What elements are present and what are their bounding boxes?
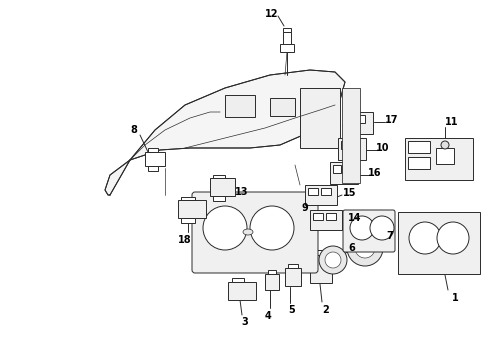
Bar — [232, 278, 244, 282]
Bar — [148, 148, 158, 152]
FancyBboxPatch shape — [192, 192, 318, 273]
Bar — [321, 188, 331, 195]
FancyBboxPatch shape — [343, 210, 395, 252]
Text: 12: 12 — [265, 9, 279, 19]
Polygon shape — [105, 70, 345, 195]
Text: 2: 2 — [322, 305, 329, 315]
Circle shape — [441, 141, 449, 149]
Bar — [283, 28, 291, 32]
Bar — [408, 141, 430, 153]
Bar — [405, 138, 473, 180]
Text: 5: 5 — [289, 305, 295, 315]
Bar — [313, 213, 323, 220]
Bar — [285, 268, 301, 286]
Text: 13: 13 — [235, 187, 249, 197]
Circle shape — [355, 238, 375, 258]
Bar — [330, 162, 358, 184]
Bar — [213, 196, 225, 201]
Bar — [342, 88, 360, 183]
Circle shape — [437, 222, 469, 254]
Bar — [228, 282, 256, 300]
Text: 15: 15 — [343, 188, 357, 198]
Bar — [342, 165, 350, 173]
Bar — [225, 95, 255, 117]
Bar — [265, 274, 279, 290]
Text: 18: 18 — [178, 235, 192, 245]
Bar — [148, 166, 158, 171]
Text: 4: 4 — [265, 311, 271, 321]
Text: 17: 17 — [385, 115, 399, 125]
Text: 9: 9 — [302, 203, 308, 213]
Bar — [310, 210, 342, 230]
Bar — [341, 141, 349, 149]
Text: 16: 16 — [368, 168, 382, 178]
Bar — [280, 44, 294, 52]
Text: 6: 6 — [348, 243, 355, 253]
Bar — [213, 175, 225, 178]
Bar — [310, 255, 332, 283]
Bar — [350, 141, 358, 149]
Bar — [283, 32, 291, 44]
Ellipse shape — [243, 229, 253, 235]
Bar — [398, 212, 480, 274]
Text: 7: 7 — [387, 231, 393, 241]
Text: 8: 8 — [130, 125, 137, 135]
Bar — [308, 188, 318, 195]
Bar — [333, 165, 341, 173]
Text: 14: 14 — [348, 213, 362, 223]
Circle shape — [250, 206, 294, 250]
Circle shape — [319, 246, 347, 274]
Bar — [326, 213, 336, 220]
Circle shape — [325, 252, 341, 268]
Bar — [305, 185, 337, 205]
Bar — [268, 270, 276, 274]
Bar — [338, 138, 366, 160]
Circle shape — [350, 216, 374, 240]
Text: 1: 1 — [452, 293, 458, 303]
Bar — [210, 178, 235, 196]
Text: 3: 3 — [242, 317, 248, 327]
Bar — [270, 98, 295, 116]
Bar — [145, 152, 165, 166]
Bar — [288, 264, 298, 268]
Circle shape — [203, 206, 247, 250]
Bar — [348, 115, 356, 123]
Circle shape — [370, 216, 394, 240]
Bar — [345, 112, 373, 134]
Bar — [178, 200, 206, 218]
Bar — [181, 197, 195, 200]
Bar — [408, 157, 430, 169]
Text: 11: 11 — [445, 117, 459, 127]
Text: 10: 10 — [376, 143, 390, 153]
Circle shape — [409, 222, 441, 254]
Circle shape — [347, 230, 383, 266]
Bar — [357, 115, 365, 123]
Bar — [315, 250, 327, 255]
Bar — [181, 218, 195, 223]
Bar — [436, 148, 454, 164]
Bar — [300, 88, 340, 148]
